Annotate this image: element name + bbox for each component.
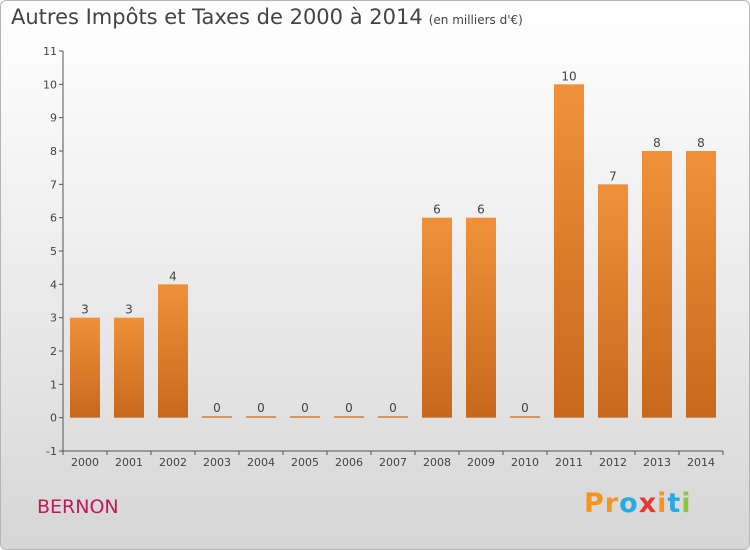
x-tick-label: 2010 xyxy=(511,456,539,469)
logo-letter: r xyxy=(604,488,620,519)
x-tick-label: 2009 xyxy=(467,456,495,469)
bar xyxy=(642,151,672,418)
x-tick-label: 2004 xyxy=(247,456,275,469)
bar xyxy=(378,416,408,418)
proxiti-logo[interactable]: Proxiti xyxy=(584,488,692,519)
x-tick-label: 2003 xyxy=(203,456,231,469)
y-tick-label: 6 xyxy=(50,212,57,225)
x-tick-label: 2006 xyxy=(335,456,363,469)
x-tick-label: 2005 xyxy=(291,456,319,469)
bar xyxy=(554,84,584,418)
bar-value-label: 3 xyxy=(81,303,89,317)
x-tick-label: 2011 xyxy=(555,456,583,469)
y-tick-label: 4 xyxy=(50,278,57,291)
bar-value-label: 0 xyxy=(345,401,353,415)
bar xyxy=(598,184,628,418)
y-tick-label: 8 xyxy=(50,145,57,158)
bar xyxy=(114,317,144,418)
y-tick-label: 0 xyxy=(50,412,57,425)
y-tick-label: 1 xyxy=(50,378,57,391)
bar xyxy=(422,217,452,418)
x-tick-label: 2000 xyxy=(71,456,99,469)
bar xyxy=(686,151,716,418)
logo-letter: i xyxy=(681,488,692,519)
bar xyxy=(466,217,496,418)
logo-letter: P xyxy=(584,488,605,519)
x-tick-label: 2012 xyxy=(599,456,627,469)
bar xyxy=(290,416,320,418)
bar xyxy=(70,317,100,418)
x-tick-label: 2001 xyxy=(115,456,143,469)
chart-unit: (en milliers d'€) xyxy=(428,13,523,27)
bar-value-label: 4 xyxy=(169,269,177,283)
y-tick-label: 3 xyxy=(50,312,57,325)
bar-value-label: 0 xyxy=(213,401,221,415)
bar xyxy=(246,416,276,418)
bar-value-label: 3 xyxy=(125,303,133,317)
y-tick-label: 5 xyxy=(50,245,57,258)
commune-name: BERNON xyxy=(37,496,119,518)
bar xyxy=(158,284,188,418)
x-tick-label: 2014 xyxy=(687,456,715,469)
bar xyxy=(202,416,232,418)
bar-value-label: 7 xyxy=(609,169,617,183)
y-tick-label: 11 xyxy=(43,45,57,58)
bar-value-label: 8 xyxy=(697,136,705,150)
bar xyxy=(510,416,540,418)
x-tick-label: 2008 xyxy=(423,456,451,469)
bar-value-label: 0 xyxy=(301,401,309,415)
logo-letter: o xyxy=(619,488,639,519)
y-tick-label: -1 xyxy=(46,445,57,458)
x-tick-label: 2013 xyxy=(643,456,671,469)
logo-letter: i xyxy=(657,488,668,519)
y-tick-label: 7 xyxy=(50,178,57,191)
bar-value-label: 0 xyxy=(521,401,529,415)
bar-value-label: 8 xyxy=(653,136,661,150)
y-tick-label: 9 xyxy=(50,112,57,125)
bar-value-label: 6 xyxy=(477,203,485,217)
chart-title: Autres Impôts et Taxes de 2000 à 2014 (en… xyxy=(11,5,523,29)
bar-value-label: 6 xyxy=(433,203,441,217)
chart-title-main: Autres Impôts et Taxes de 2000 à 2014 xyxy=(11,5,423,29)
bar-value-label: 0 xyxy=(389,401,397,415)
logo-letter: t xyxy=(667,488,682,519)
logo-letter: x xyxy=(638,488,658,519)
y-tick-label: 10 xyxy=(43,78,57,91)
bar-value-label: 10 xyxy=(561,69,576,83)
bar xyxy=(334,416,364,418)
y-tick-label: 2 xyxy=(50,345,57,358)
x-tick-label: 2007 xyxy=(379,456,407,469)
bar-value-label: 0 xyxy=(257,401,265,415)
x-tick-label: 2002 xyxy=(159,456,187,469)
